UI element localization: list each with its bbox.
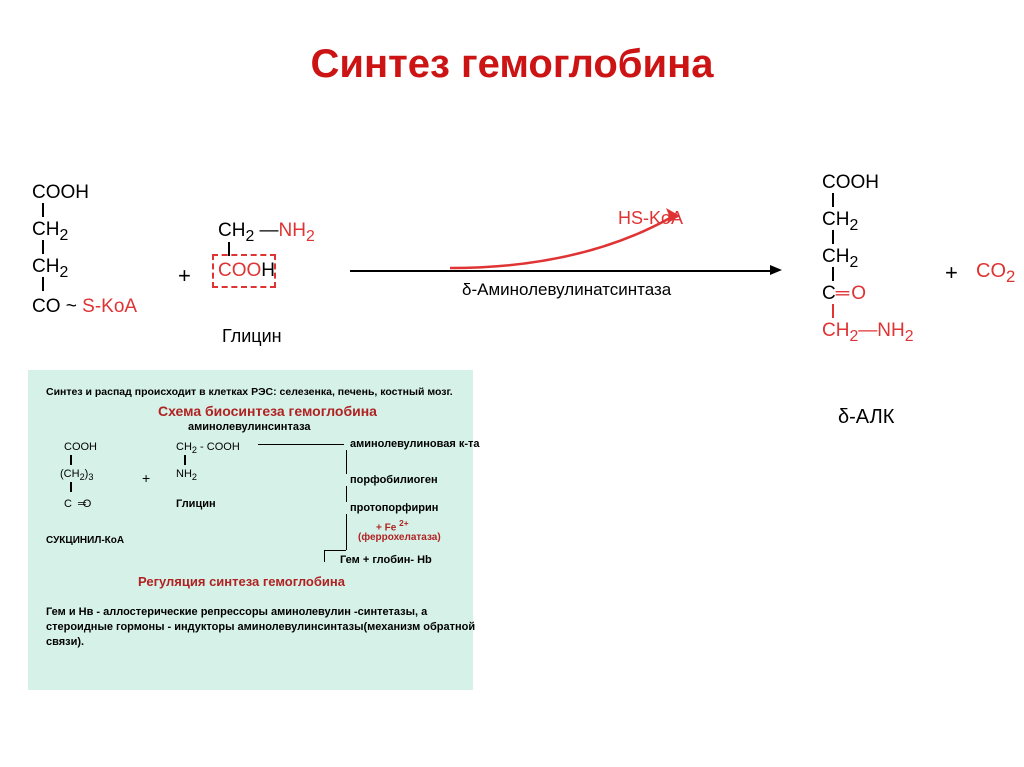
suc-cooh: COOH [32,182,89,204]
inset-suc-cooh: COOH [64,441,97,453]
leaving-group-box [212,254,276,288]
bond [42,240,45,254]
inset-gly-nh2: NH2 [176,468,197,482]
bond [70,482,72,492]
inset-reg2: стероидные гормоны - индукторы аминолеву… [46,621,475,633]
inset-enzyme-top: аминолевулинсинтаза [188,421,311,433]
inset-suc-ch23: (CH2)3 [60,468,93,482]
vline [324,550,325,562]
bond [832,267,835,281]
byproduct-label: HS-KoA [618,208,683,229]
page-title: Синтез гемоглобина [0,0,1024,87]
cascade-ala: аминолевулиновая к-та [350,438,480,450]
inset-suc-co: C═O [64,498,85,510]
bond [42,277,45,291]
ala-ch2-1: CH2 [822,209,858,235]
cascade-proto: протопорфирин [350,502,438,514]
enzyme-label: δ-Аминолевулинатсинтаза [462,280,671,300]
bond [832,230,835,244]
gly-ch2nh2: CH2 —NH2 [218,220,315,246]
arrow-head-icon [770,265,782,275]
inset-hline [258,444,344,445]
co2: CO2 [976,260,1015,287]
cascade-porpho: порфобилиоген [350,474,438,486]
vline [346,486,347,502]
ala-ch2-2: CH2 [822,246,858,272]
product-label: δ-АЛК [838,406,894,429]
glycine-label: Глицин [222,326,282,347]
bond [42,203,45,217]
inset-line1: Синтез и распад происходит в клетках РЭС… [46,386,453,398]
inset-suc-label: СУКЦИНИЛ-КоА [46,535,124,546]
inset-reg1: Гем и Hв - аллостерические репрессоры ам… [46,606,427,618]
ala-c-o: C═O [822,283,866,305]
plus-1: + [178,263,191,289]
suc-ch2-1: CH2 [32,219,68,245]
inset-reg3: связи). [46,636,84,648]
bond [832,304,835,318]
inset-reg-title: Регуляция синтеза гемоглобина [138,574,345,589]
hline2 [324,550,346,551]
ala-cooh: COOH [822,172,879,194]
title-text: Синтез гемоглобина [310,42,713,86]
bond [70,455,72,465]
vline [346,450,347,474]
inset-plus: + [142,470,150,486]
cascade-ferro: (феррохелатаза) [358,532,441,543]
bond [832,193,835,207]
inset-title: Схема биосинтеза гемоглобина [158,403,377,419]
suc-ch2-2: CH2 [32,256,68,282]
vline [346,514,347,550]
inset-gly-ch2cooh: CH2 - COOH [176,441,240,455]
bond [184,455,186,465]
cascade-hem: Гем + глобин- Hb [340,554,432,566]
suc-co-skoa: CO ~ S-KoA [32,296,137,318]
ala-ch2nh2: CH2—NH2 [822,320,914,346]
inset-scheme: Синтез и распад происходит в клетках РЭС… [28,370,473,690]
plus-2: + [945,260,958,286]
inset-gly-label: Глицин [176,498,216,510]
